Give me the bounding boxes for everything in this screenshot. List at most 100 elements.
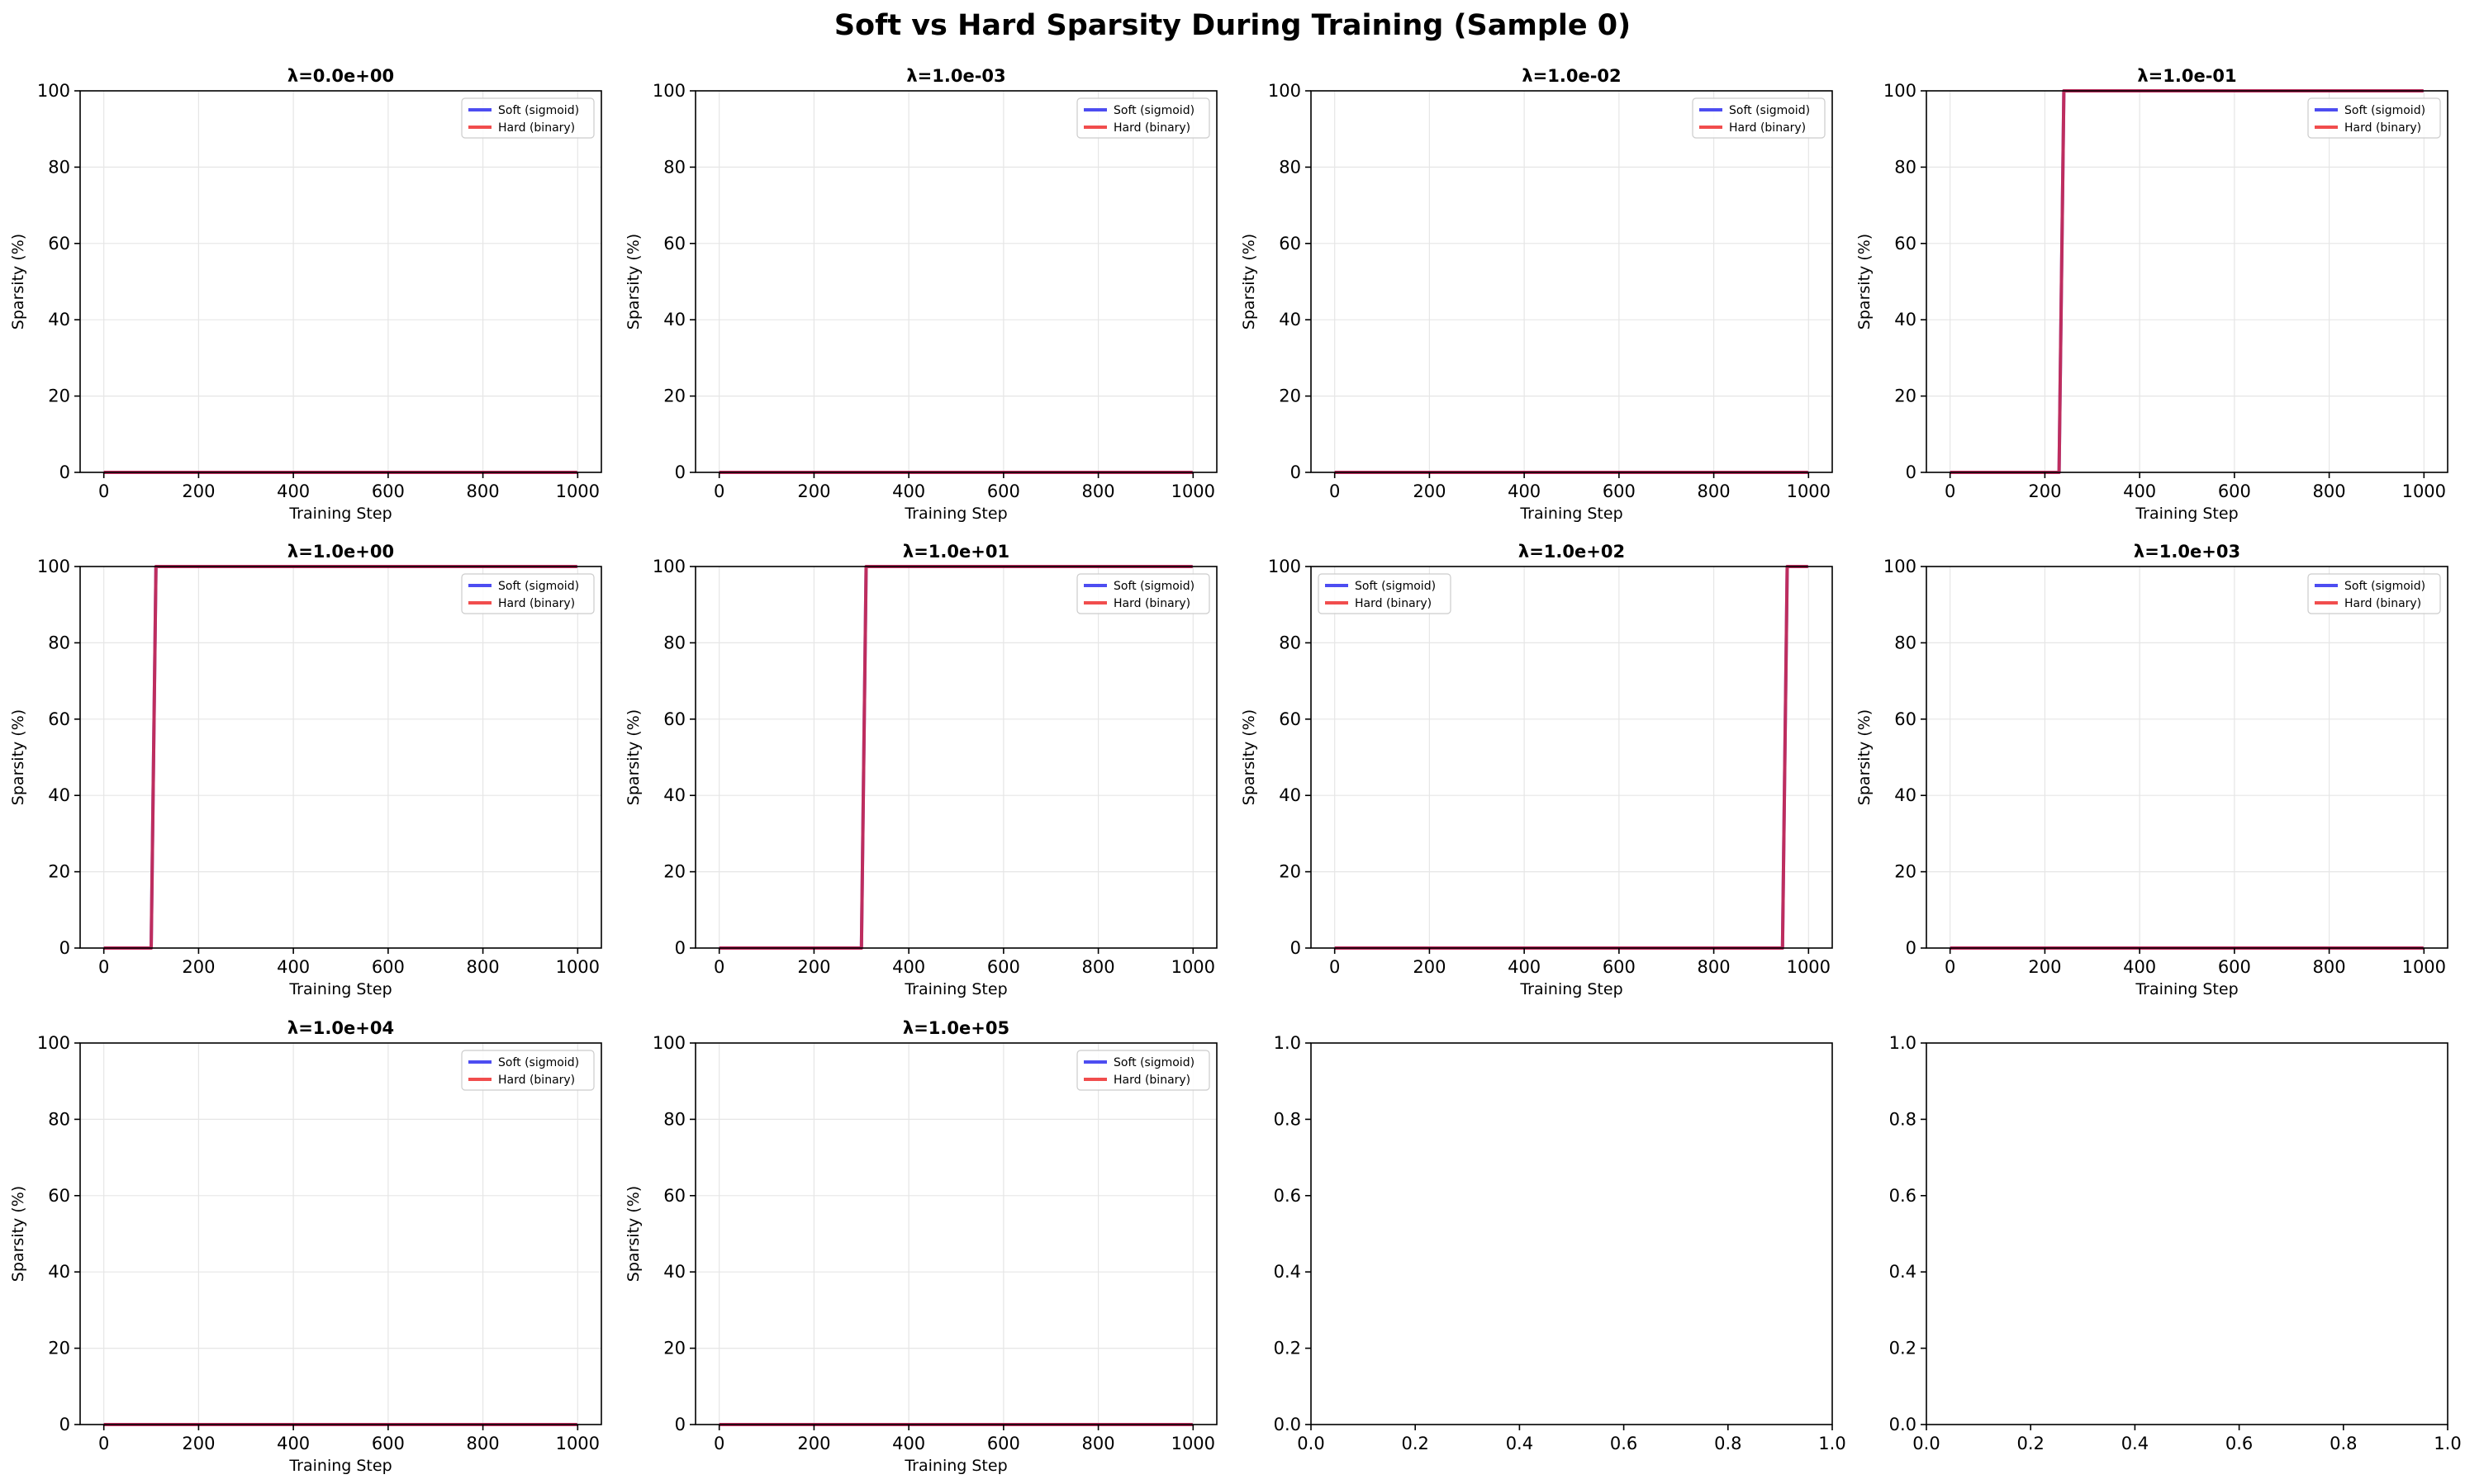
legend-box (1692, 97, 1826, 139)
y-tick-label: 60 (48, 1186, 70, 1206)
axes-frame (1310, 90, 1833, 473)
legend-label-1: Hard (binary) (498, 597, 575, 610)
subplot-4: 0 200 400 600 800 1000 0 20 40 60 80 100 λ=1.0e+00 Tr… (9, 542, 602, 998)
x-tick-label: 800 (2313, 481, 2346, 501)
y-tick-label: 100 (37, 557, 70, 576)
x-tick-label: 0 (98, 1434, 109, 1453)
x-tick-label: 600 (987, 481, 1020, 501)
subplot-9: 0 200 400 600 800 1000 0 20 40 60 80 100 λ=1.0e+05 Tr… (625, 1018, 1218, 1475)
y-tick-label: 40 (1279, 785, 1301, 805)
x-tick-label: 200 (2028, 481, 2061, 501)
legend-box (1318, 573, 1451, 614)
x-tick-label: 800 (1082, 957, 1115, 977)
figure-title: Soft vs Hard Sparsity During Training (S… (834, 9, 1631, 42)
legend: Soft (sigmoid) Hard (binary) (1318, 573, 1451, 614)
ticks: 0 200 400 600 800 1000 0 20 40 60 80 100 (37, 1033, 600, 1453)
y-tick-label: 40 (1894, 785, 1916, 805)
x-tick-label: 400 (892, 1434, 925, 1453)
y-tick-label: 0 (1290, 462, 1301, 482)
y-tick-label: 40 (1894, 310, 1916, 330)
x-tick-label: 200 (182, 1434, 215, 1453)
y-tick-label: 20 (1279, 862, 1301, 882)
axes-frame (1926, 90, 2448, 473)
y-tick-label: 100 (37, 81, 70, 101)
axes-frame (1926, 1042, 2448, 1425)
legend-box (2307, 97, 2441, 139)
x-tick-label: 800 (467, 481, 500, 501)
y-tick-label: 80 (1894, 157, 1916, 177)
x-tick-label: 400 (2123, 481, 2156, 501)
x-tick-label: 0 (1329, 481, 1340, 501)
legend-label-0: Soft (sigmoid) (1114, 1056, 1195, 1069)
subplot-title: λ=1.0e-01 (2137, 66, 2236, 86)
x-tick-label: 400 (1508, 957, 1541, 977)
y-tick-label: 40 (663, 310, 686, 330)
legend: Soft (sigmoid) Hard (binary) (461, 1050, 595, 1091)
legend-label-0: Soft (sigmoid) (2344, 580, 2425, 593)
x-tick-label: 0 (714, 481, 724, 501)
legend: Soft (sigmoid) Hard (binary) (1076, 573, 1210, 614)
y-tick-label: 0 (675, 938, 686, 958)
legend-label-0: Soft (sigmoid) (2344, 104, 2425, 117)
x-tick-label: 600 (372, 481, 405, 501)
axes-frame (1926, 566, 2448, 949)
x-tick-label: 600 (372, 957, 405, 977)
y-tick-label: 80 (663, 1109, 686, 1129)
subplot-7: 0 200 400 600 800 1000 0 20 40 60 80 100 λ=1.0e+03 Tr… (1855, 542, 2448, 998)
y-tick-label: 60 (1894, 709, 1916, 729)
y-tick-label: 1.0 (1889, 1033, 1916, 1053)
x-tick-label: 1000 (1787, 481, 1831, 501)
x-tick-label: 0 (714, 1434, 724, 1453)
x-tick-label: 1000 (1171, 1434, 1215, 1453)
y-tick-label: 0.4 (1274, 1262, 1301, 1282)
y-tick-label: 60 (1894, 234, 1916, 254)
subplot-6: 0 200 400 600 800 1000 0 20 40 60 80 100 λ=1.0e+02 Tr… (1240, 542, 1833, 998)
x-axis-label: Training Step (1519, 980, 1622, 998)
x-axis-label: Training Step (2135, 505, 2238, 523)
y-tick-label: 0 (59, 938, 70, 958)
legend: Soft (sigmoid) Hard (binary) (1076, 1050, 1210, 1091)
x-axis-label: Training Step (2135, 980, 2238, 998)
x-tick-label: 600 (2218, 481, 2251, 501)
x-tick-label: 400 (277, 957, 310, 977)
subplot-8: 0 200 400 600 800 1000 0 20 40 60 80 100 λ=1.0e+04 Tr… (9, 1018, 602, 1475)
y-tick-label: 0 (1906, 938, 1916, 958)
subplot-title: λ=1.0e+05 (903, 1018, 1009, 1038)
ticks: 0.0 0.2 0.4 0.6 0.8 1.0 0.0 0.2 0.4 0.6 0.8 1.0 (1889, 1033, 2462, 1453)
x-tick-label: 800 (1082, 481, 1115, 501)
x-axis-label: Training Step (288, 505, 392, 523)
y-tick-label: 60 (1279, 709, 1301, 729)
y-tick-label: 40 (48, 1262, 70, 1282)
x-tick-label: 800 (2313, 957, 2346, 977)
y-tick-label: 0.0 (1889, 1415, 1916, 1434)
legend-label-1: Hard (binary) (2344, 597, 2421, 610)
legend: Soft (sigmoid) Hard (binary) (1692, 97, 1826, 139)
y-axis-label: Sparsity (%) (9, 709, 27, 805)
y-tick-label: 0 (1290, 938, 1301, 958)
x-tick-label: 200 (1413, 957, 1446, 977)
x-tick-label: 1000 (2402, 957, 2446, 977)
legend-label-0: Soft (sigmoid) (498, 104, 579, 117)
x-tick-label: 1000 (1787, 957, 1831, 977)
x-tick-label: 200 (182, 957, 215, 977)
subplot-title: λ=1.0e+04 (287, 1018, 394, 1038)
x-axis-label: Training Step (1519, 505, 1622, 523)
legend-label-0: Soft (sigmoid) (1729, 104, 1810, 117)
subplot-5: 0 200 400 600 800 1000 0 20 40 60 80 100 λ=1.0e+01 Tr… (625, 542, 1218, 998)
legend: Soft (sigmoid) Hard (binary) (2307, 573, 2441, 614)
x-tick-label: 400 (892, 481, 925, 501)
y-tick-label: 20 (48, 386, 70, 406)
y-tick-label: 100 (653, 1033, 686, 1053)
x-tick-label: 200 (1413, 481, 1446, 501)
y-tick-label: 0.2 (1274, 1339, 1301, 1358)
y-tick-label: 80 (48, 1109, 70, 1129)
axes-frame (695, 1042, 1218, 1425)
x-tick-label: 0.4 (2121, 1434, 2149, 1453)
y-tick-label: 20 (48, 862, 70, 882)
y-axis-label: Sparsity (%) (9, 1186, 27, 1282)
y-tick-label: 20 (663, 862, 686, 882)
x-tick-label: 0.0 (1912, 1434, 1940, 1453)
y-tick-label: 0 (675, 1415, 686, 1434)
x-tick-label: 800 (467, 957, 500, 977)
